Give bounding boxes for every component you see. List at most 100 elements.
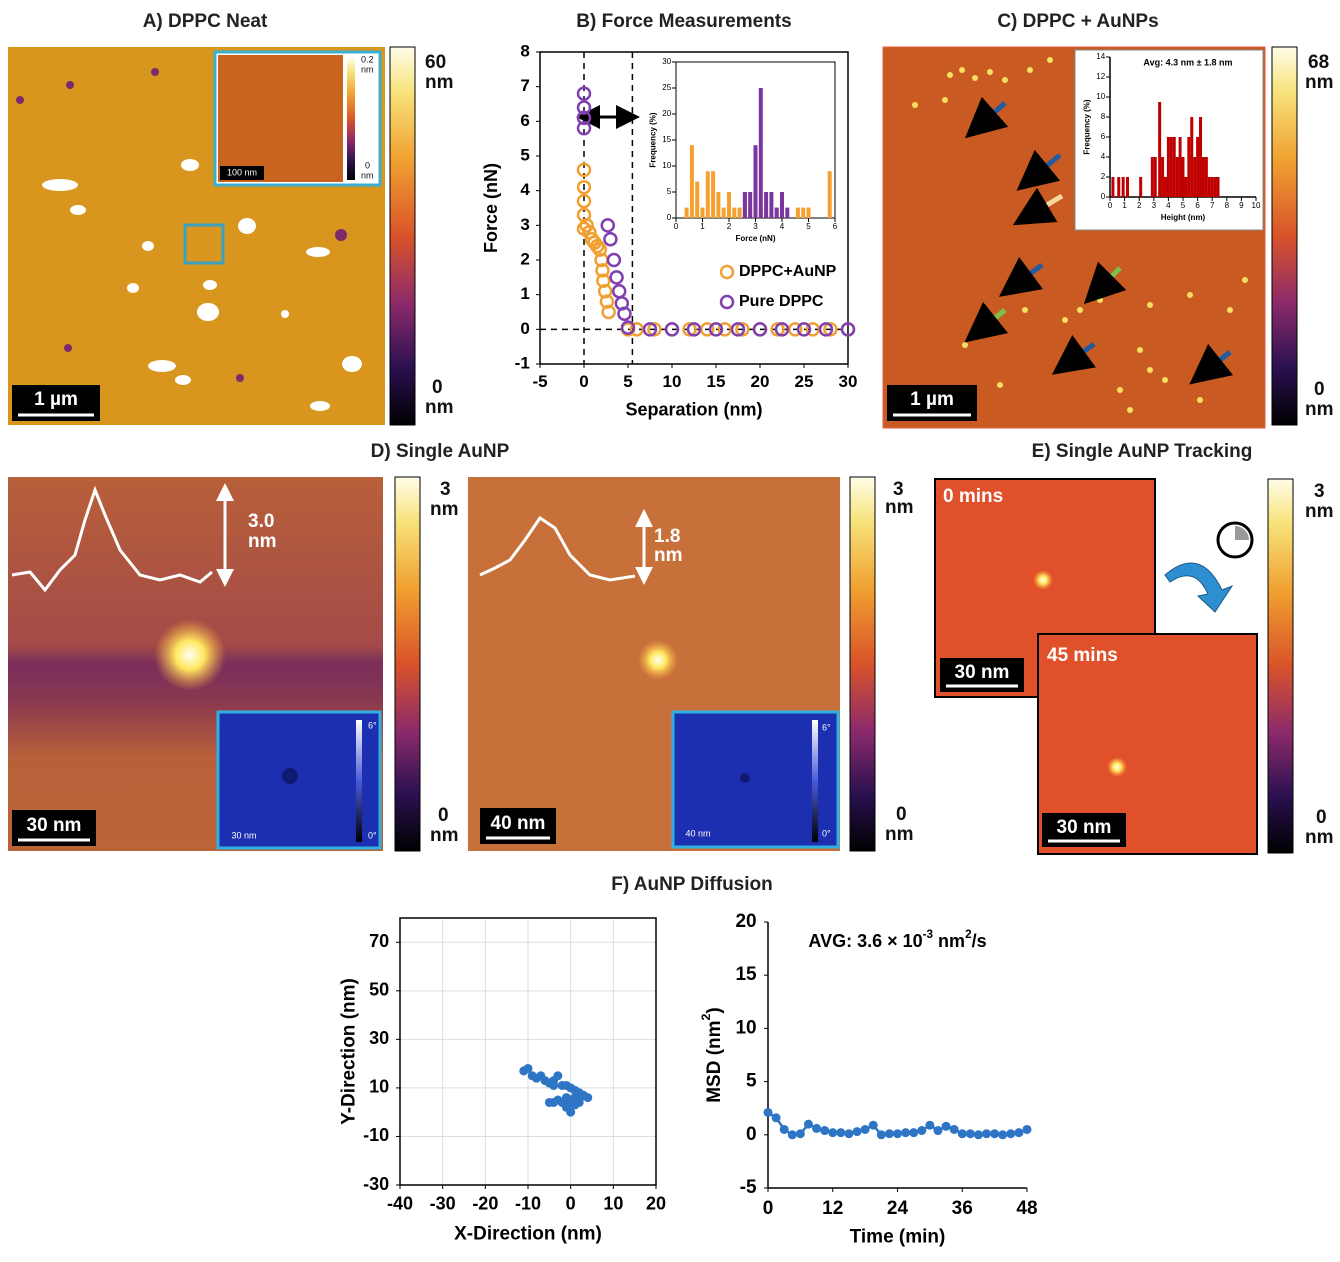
- y-tick-label: 4: [520, 180, 530, 199]
- point: [553, 1071, 563, 1081]
- colorbar-min: 0: [1314, 379, 1325, 400]
- x-tick-label: 4: [1166, 201, 1171, 210]
- colorbar-min: 0: [1316, 807, 1327, 828]
- bar: [758, 88, 763, 218]
- colorbar-min: 0: [438, 805, 449, 826]
- point: [682, 322, 697, 337]
- point: [820, 1126, 830, 1136]
- arrows: [964, 96, 1234, 385]
- point: [901, 1128, 911, 1138]
- bar: [705, 171, 710, 218]
- point: [603, 231, 618, 247]
- bar: [1193, 157, 1197, 197]
- bar: [721, 207, 726, 218]
- bar: [780, 192, 784, 218]
- x-tick-label: 2: [727, 222, 732, 231]
- y-tick-label: 10: [369, 1077, 389, 1097]
- bar: [1121, 177, 1125, 197]
- x-axis-label: X-Direction (nm): [454, 1223, 602, 1244]
- point: [941, 1121, 951, 1131]
- x-tick-label: -30: [430, 1194, 456, 1214]
- phase-inset: [216, 710, 382, 850]
- bar: [1153, 157, 1157, 197]
- text-part: 2: [699, 1013, 713, 1020]
- y-tick-label: 2: [520, 249, 529, 268]
- scale-label: 40 nm: [491, 813, 546, 834]
- bar: [1163, 177, 1167, 197]
- point: [601, 304, 616, 320]
- bar: [1196, 137, 1200, 197]
- annotation: Avg: 4.3 nm ± 1.8 nm: [1143, 57, 1232, 67]
- chart-title: B) Force Measurements: [576, 11, 791, 32]
- inset-min: 0°: [368, 830, 377, 840]
- chart: -40 -30 -20 -10 0 10 20-30-1010305070X-Directi…: [339, 917, 666, 1244]
- point: [620, 320, 636, 335]
- bar: [806, 207, 811, 218]
- x-tick-label: 0: [674, 222, 679, 231]
- bar: [1204, 157, 1208, 197]
- inset-image: [218, 55, 343, 182]
- bar: [748, 192, 753, 218]
- x-tick-label: -10: [515, 1194, 541, 1214]
- y-tick-label: 20: [662, 109, 671, 118]
- point: [592, 242, 608, 257]
- profile-unit: nm: [654, 545, 683, 566]
- point: [828, 1128, 838, 1138]
- colorbar-max: 60: [425, 52, 446, 73]
- bar: [753, 145, 758, 218]
- point: [1006, 1129, 1016, 1139]
- point: [998, 1130, 1008, 1140]
- bar: [1199, 117, 1203, 197]
- point: [600, 218, 616, 233]
- point: [647, 322, 662, 337]
- point: [982, 1129, 992, 1139]
- profile-height: 1.8: [654, 526, 680, 547]
- x-axis-label: Force (nN): [736, 234, 776, 243]
- x-tick-label: 0: [1108, 201, 1113, 210]
- x-tick-label: 7: [1210, 201, 1215, 210]
- legend-marker: [719, 264, 735, 280]
- colorbar-unit: nm: [425, 72, 454, 93]
- point: [763, 1107, 773, 1117]
- zoom-box: [183, 223, 225, 265]
- point: [664, 322, 680, 337]
- bar: [742, 192, 747, 218]
- y-tick-label: 30: [369, 1028, 389, 1048]
- x-axis-label: Height (nm): [1161, 213, 1206, 222]
- legend-marker: [719, 294, 735, 310]
- y-tick-label: 10: [735, 1017, 756, 1038]
- x-tick-label: 3: [753, 222, 758, 231]
- bar: [727, 192, 731, 218]
- bar: [1111, 177, 1115, 197]
- y-tick-label: 8: [1101, 112, 1106, 121]
- bar: [1213, 177, 1217, 197]
- colorbar-max: 68: [1308, 52, 1329, 73]
- y-tick-label: 7: [520, 76, 529, 95]
- colorbar-unit: nm: [425, 397, 454, 418]
- point: [818, 322, 834, 337]
- y-tick-label: 15: [735, 964, 757, 985]
- y-tick-label: 0: [520, 319, 529, 338]
- point: [544, 1097, 554, 1107]
- point: [917, 1126, 927, 1136]
- y-tick-label: 6: [520, 111, 529, 130]
- chart: 0 1 2 3 4 5 6 0 5 10 15 20 25 30 Force (nN) Frequency (…: [646, 56, 843, 246]
- point: [893, 1129, 902, 1139]
- bar: [1190, 117, 1194, 197]
- colorbar-unit: nm: [430, 499, 459, 520]
- bar: [785, 207, 790, 218]
- point: [876, 1130, 886, 1140]
- y-tick-label: 20: [735, 911, 756, 932]
- point: [795, 1129, 805, 1139]
- point: [549, 1080, 559, 1090]
- point: [576, 121, 592, 136]
- text-part: AVG: 3.6 × 10: [808, 931, 922, 951]
- inset-colorbar-min: 0: [365, 160, 370, 170]
- point: [611, 283, 627, 299]
- scale-label: 30 nm: [1057, 817, 1112, 838]
- colorbar-unit: nm: [1305, 72, 1334, 93]
- point: [576, 162, 592, 178]
- y-tick-label: 0: [667, 213, 672, 222]
- point: [595, 263, 610, 278]
